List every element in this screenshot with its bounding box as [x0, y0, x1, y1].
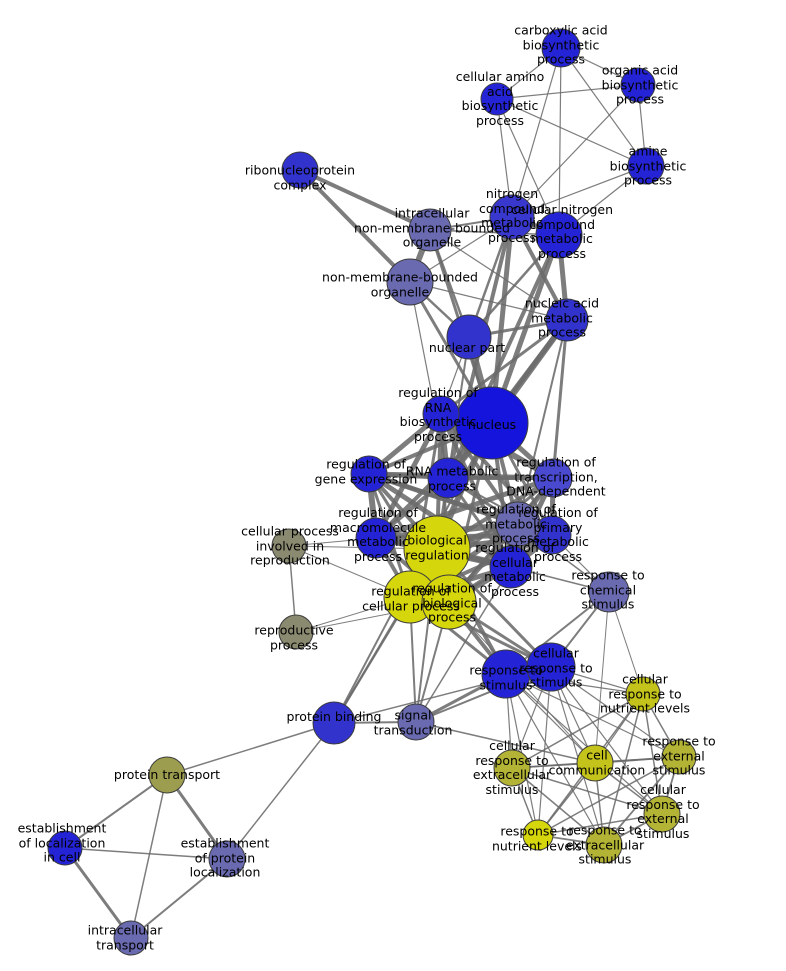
graph-edge — [603, 756, 680, 846]
graph-node-response_extracellular_stimulus[interactable]: response to extracellular stimulus — [585, 826, 623, 864]
graph-node-regulation_gene_expression[interactable]: regulation of gene expression — [350, 455, 388, 493]
edge-layer — [63, 47, 680, 940]
graph-edge — [550, 666, 605, 846]
graph-node-regulation_biological_process[interactable]: regulation of biological process — [421, 574, 477, 630]
graph-node-cellular_response_extracellular_stimulus[interactable]: cellular response to extracellular stimu… — [493, 749, 531, 787]
graph-node-nitrogen_compound_metabolic[interactable]: nitrogen compound metabolic process — [489, 194, 535, 240]
graph-node-organic_acid_bio[interactable]: organic acid biosynthetic process — [620, 67, 656, 103]
graph-edge — [63, 846, 133, 940]
graph-edge — [439, 318, 569, 416]
graph-edge — [415, 721, 596, 764]
graph-edge — [511, 693, 644, 769]
graph-node-non_membrane_bounded[interactable]: non-membrane-bounded organelle — [386, 258, 434, 306]
graph-node-response_chemical_stimulus[interactable]: response to chemical stimulus — [588, 571, 630, 613]
graph-node-response_to_external_stimulus[interactable]: response to external stimulus — [661, 739, 697, 775]
graph-node-intracellular_transport[interactable]: intracellular transport — [113, 920, 149, 956]
graph-node-protein_transport[interactable]: protein transport — [148, 756, 186, 794]
graph-edge — [505, 673, 605, 846]
graph-edge — [511, 165, 647, 218]
graph-node-cellular_amino_acid_bio[interactable]: cellular amino acid biosynthetic process — [480, 82, 514, 116]
graph-edge — [537, 813, 663, 836]
graph-edge — [496, 98, 560, 236]
graph-node-establishment_of_localization_in_cell[interactable]: establishment of localization in cell — [47, 830, 83, 866]
graph-edge — [409, 281, 568, 321]
graph-node-intracellular_non_membrane[interactable]: intracellular non-membrane-bounded organ… — [408, 208, 452, 252]
graph-node-response_to_stimulus[interactable]: response to stimulus — [481, 649, 531, 699]
graph-node-cell_communication[interactable]: cell communication — [576, 744, 614, 782]
graph-edge — [298, 168, 432, 232]
graph-edge — [447, 336, 470, 479]
graph-node-signal_transduction[interactable]: signal transduction — [397, 703, 435, 741]
graph-node-cellular_process_reproduction[interactable]: cellular process involved in reproductio… — [271, 528, 307, 564]
graph-edge — [550, 666, 680, 758]
graph-edge — [511, 767, 663, 815]
graph-edge — [298, 168, 412, 284]
graph-node-ribonucleoprotein_complex[interactable]: ribonucleoprotein complex — [281, 151, 319, 189]
graph-node-nuclear_part[interactable]: nuclear part — [446, 314, 492, 360]
graph-edge — [64, 774, 168, 849]
graph-node-regulation_transcription_dna[interactable]: regulation of transcription, DNA-depende… — [533, 458, 573, 498]
graph-edge — [517, 319, 568, 525]
graph-edge — [130, 858, 228, 939]
graph-node-cellular_response_nutrient_levels[interactable]: cellular response to nutrient levels — [625, 676, 661, 712]
node-layer[interactable]: carboxylic acid biosynthetic process orga… — [47, 28, 697, 956]
graph-edge — [415, 566, 512, 723]
graph-edge — [226, 722, 335, 860]
graph-node-response_nutrient_levels[interactable]: response to nutrient levels — [522, 819, 554, 851]
graph-edge — [64, 847, 228, 860]
graph-edge — [560, 47, 647, 167]
graph-node-regulation_metabolic_process[interactable]: regulation of metabolic process — [495, 501, 541, 547]
graph-edge — [429, 229, 568, 321]
graph-edge — [551, 318, 569, 480]
graph-edge — [496, 84, 639, 100]
graph-edge — [550, 666, 663, 815]
graph-node-regulation_rna_bio[interactable]: regulation of RNA biosynthetic process — [422, 395, 460, 433]
graph-node-cellular_response_to_stimulus[interactable]: cellular response to stimulus — [526, 642, 576, 692]
graph-edge — [603, 693, 644, 846]
graph-edge — [511, 767, 605, 846]
graph-edge — [642, 693, 663, 815]
graph-edge — [537, 756, 680, 836]
graph-edge — [558, 47, 562, 236]
graph-edge — [511, 47, 562, 218]
graph-node-regulation_macromolecule_metabolic[interactable]: regulation of macromolecule metabolic pr… — [355, 517, 397, 559]
graph-node-amine_bio[interactable]: amine biosynthetic process — [627, 147, 665, 185]
graph-edge — [594, 591, 610, 764]
graph-node-regulation_cellular_metabolic[interactable]: regulation of cellular metabolic process — [489, 545, 533, 589]
graph-edge — [130, 774, 168, 939]
graph-node-rna_metabolic[interactable]: RNA metabolic process — [427, 457, 469, 499]
graph-node-reproductive_process[interactable]: reproductive process — [278, 614, 314, 650]
graph-node-cellular_response_external_stimulus[interactable]: cellular response to external stimulus — [643, 795, 681, 833]
graph-node-cellular_nitrogen_compound_metabolic[interactable]: cellular nitrogen compound metabolic pro… — [535, 211, 583, 259]
graph-node-establishment_of_protein_localization[interactable]: establishment of protein localization — [208, 840, 246, 878]
graph-node-carboxylic_acid_bio[interactable]: carboxylic acid biosynthetic process — [541, 28, 581, 68]
graph-node-nucleus[interactable]: nucleus — [455, 386, 529, 460]
graph-edge — [496, 98, 647, 167]
graph-edge — [166, 722, 335, 776]
graph-node-nucleic_acid_metabolic[interactable]: nucleic acid metabolic process — [545, 298, 589, 342]
graph-edge — [505, 673, 663, 815]
graph-node-protein_binding[interactable]: protein binding — [312, 701, 356, 745]
graph-edge — [511, 84, 639, 218]
